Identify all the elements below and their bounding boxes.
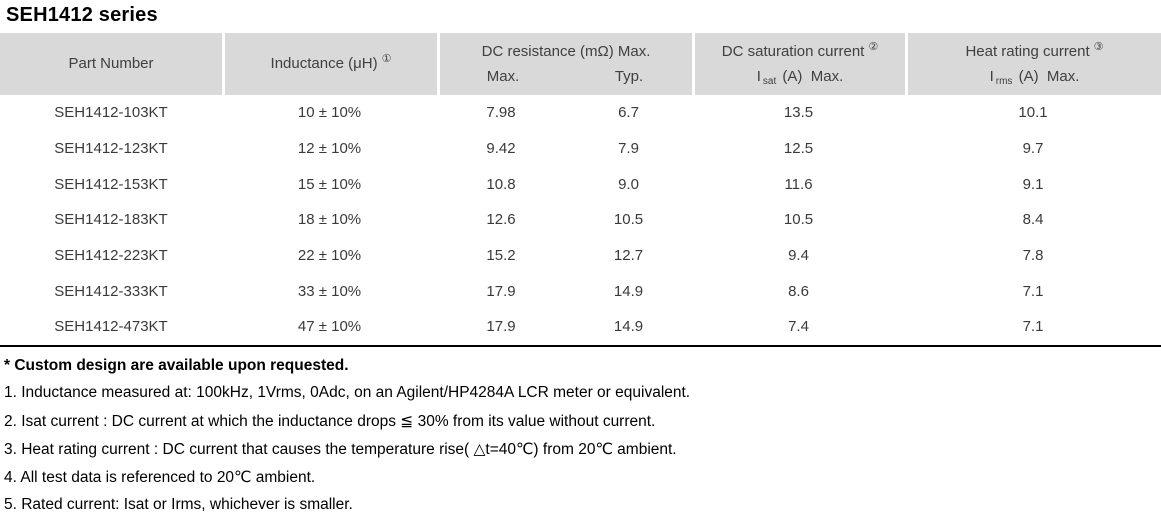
header-heat-rating-label: Heat rating current ③ <box>965 41 1104 61</box>
header-dcr-typ-label: Typ. <box>614 67 644 85</box>
part-number-cell: SEH1412-103KT <box>54 104 168 122</box>
table-row: SEH1412-123KT 12 ± 10% 9.42 7.9 12.5 9.7 <box>0 131 1161 167</box>
irms-unit-label: (A) Max. <box>1018 67 1080 85</box>
header-heat-rating-text: Heat rating current <box>965 43 1090 61</box>
irms-symbol-i: I <box>989 67 994 85</box>
header-inductance: Inductance (μH) ① <box>222 33 437 95</box>
dcr-typ-cell: 14.9 <box>613 282 644 300</box>
table-header: Part Number Inductance (μH) ① DC resistan… <box>0 33 1161 95</box>
dcr-max-cell: 17.9 <box>486 282 516 300</box>
table-row: SEH1412-333KT 33 ± 10% 17.9 14.9 8.6 7.1 <box>0 273 1161 309</box>
spec-table: Part Number Inductance (μH) ① DC resistan… <box>0 33 1161 347</box>
header-dc-resistance-subcols: Max. Typ. <box>440 68 692 85</box>
footnote-ref-3: ③ <box>1093 41 1104 54</box>
isat-cell: 13.5 <box>783 104 814 122</box>
dcr-max-cell: 10.8 <box>486 175 516 193</box>
isat-cell: 9.4 <box>788 247 809 265</box>
irms-cell: 8.4 <box>1022 211 1044 229</box>
footnote-2: 2. Isat current : DC current at which th… <box>4 412 656 430</box>
part-number-cell: SEH1412-223KT <box>54 247 168 265</box>
table-row: SEH1412-183KT 18 ± 10% 12.6 10.5 10.5 8.… <box>0 202 1161 238</box>
irms-cell: 10.1 <box>1018 104 1048 122</box>
custom-design-note: * Custom design are available upon reque… <box>4 356 349 374</box>
footnote-4: 4. All test data is referenced to 20℃ am… <box>4 468 316 486</box>
part-number-cell: SEH1412-473KT <box>54 318 168 336</box>
header-dc-saturation-text: DC saturation current <box>721 43 865 61</box>
inductance-cell: 18 ± 10% <box>297 211 362 229</box>
isat-symbol-i: I <box>756 67 761 85</box>
footnote-ref-2: ② <box>868 41 879 54</box>
footnote-5: 5. Rated current: Isat or Irms, whicheve… <box>4 496 353 514</box>
header-dcr-max-label: Max. <box>486 67 520 85</box>
dcr-typ-cell: 10.5 <box>613 211 644 229</box>
dcr-max-cell: 17.9 <box>486 318 516 336</box>
dcr-max-cell: 7.98 <box>486 104 516 122</box>
header-inductance-text: Inductance (μH) <box>270 55 378 73</box>
table-row: SEH1412-473KT 47 ± 10% 17.9 14.9 7.4 7.1 <box>0 309 1161 345</box>
header-dc-resistance-label: DC resistance (mΩ) Max. <box>481 43 651 61</box>
header-inductance-label: Inductance (μH) ① <box>270 53 392 73</box>
part-number-cell: SEH1412-333KT <box>54 282 168 300</box>
irms-cell: 9.1 <box>1022 175 1044 193</box>
table-body: SEH1412-103KT 10 ± 10% 7.98 6.7 13.5 10.… <box>0 95 1161 345</box>
isat-unit-label: (A) Max. <box>782 67 844 85</box>
dcr-max-cell: 9.42 <box>486 140 516 158</box>
inductance-cell: 12 ± 10% <box>297 140 362 158</box>
irms-cell: 7.8 <box>1022 247 1044 265</box>
footnote-ref-1: ① <box>381 53 392 66</box>
dcr-typ-cell: 12.7 <box>613 247 644 265</box>
table-row: SEH1412-223KT 22 ± 10% 15.2 12.7 9.4 7.8 <box>0 238 1161 274</box>
part-number-cell: SEH1412-183KT <box>54 211 168 229</box>
dcr-max-cell: 12.6 <box>486 211 516 229</box>
inductance-cell: 22 ± 10% <box>297 247 362 265</box>
isat-symbol-sub: sat <box>762 75 777 87</box>
isat-cell: 10.5 <box>783 211 814 229</box>
isat-cell: 11.6 <box>784 175 813 193</box>
isat-cell: 7.4 <box>788 318 809 336</box>
isat-cell: 8.6 <box>788 282 809 300</box>
footnote-1: 1. Inductance measured at: 100kHz, 1Vrms… <box>4 384 691 402</box>
dcr-typ-cell: 6.7 <box>618 104 639 122</box>
page-title: SEH1412 series <box>6 4 158 26</box>
irms-cell: 7.1 <box>1022 282 1044 300</box>
inductance-cell: 10 ± 10% <box>297 104 362 122</box>
header-dc-saturation-label: DC saturation current ② <box>721 41 879 61</box>
table-row: SEH1412-153KT 15 ± 10% 10.8 9.0 11.6 9.1 <box>0 166 1161 202</box>
irms-symbol-sub: rms <box>995 75 1013 87</box>
irms-cell: 7.1 <box>1022 318 1044 336</box>
header-part-number: Part Number <box>0 33 222 95</box>
isat-cell: 12.5 <box>783 140 814 158</box>
part-number-cell: SEH1412-153KT <box>54 175 168 193</box>
footnotes: * Custom design are available upon reque… <box>0 347 1161 519</box>
dcr-typ-cell: 14.9 <box>613 318 644 336</box>
inductance-cell: 15 ± 10% <box>297 175 362 193</box>
inductance-cell: 47 ± 10% <box>297 318 362 336</box>
dcr-typ-cell: 7.9 <box>618 140 639 158</box>
dcr-typ-cell: 9.0 <box>618 175 639 193</box>
part-number-cell: SEH1412-123KT <box>54 140 168 158</box>
table-row: SEH1412-103KT 10 ± 10% 7.98 6.7 13.5 10.… <box>0 95 1161 131</box>
inductance-cell: 33 ± 10% <box>297 282 362 300</box>
header-dc-resistance: DC resistance (mΩ) Max. Max. Typ. <box>437 33 692 95</box>
footnote-3: 3. Heat rating current : DC current that… <box>4 440 677 458</box>
header-part-number-label: Part Number <box>68 55 154 73</box>
dcr-max-cell: 15.2 <box>486 247 516 265</box>
irms-cell: 9.7 <box>1022 140 1044 158</box>
